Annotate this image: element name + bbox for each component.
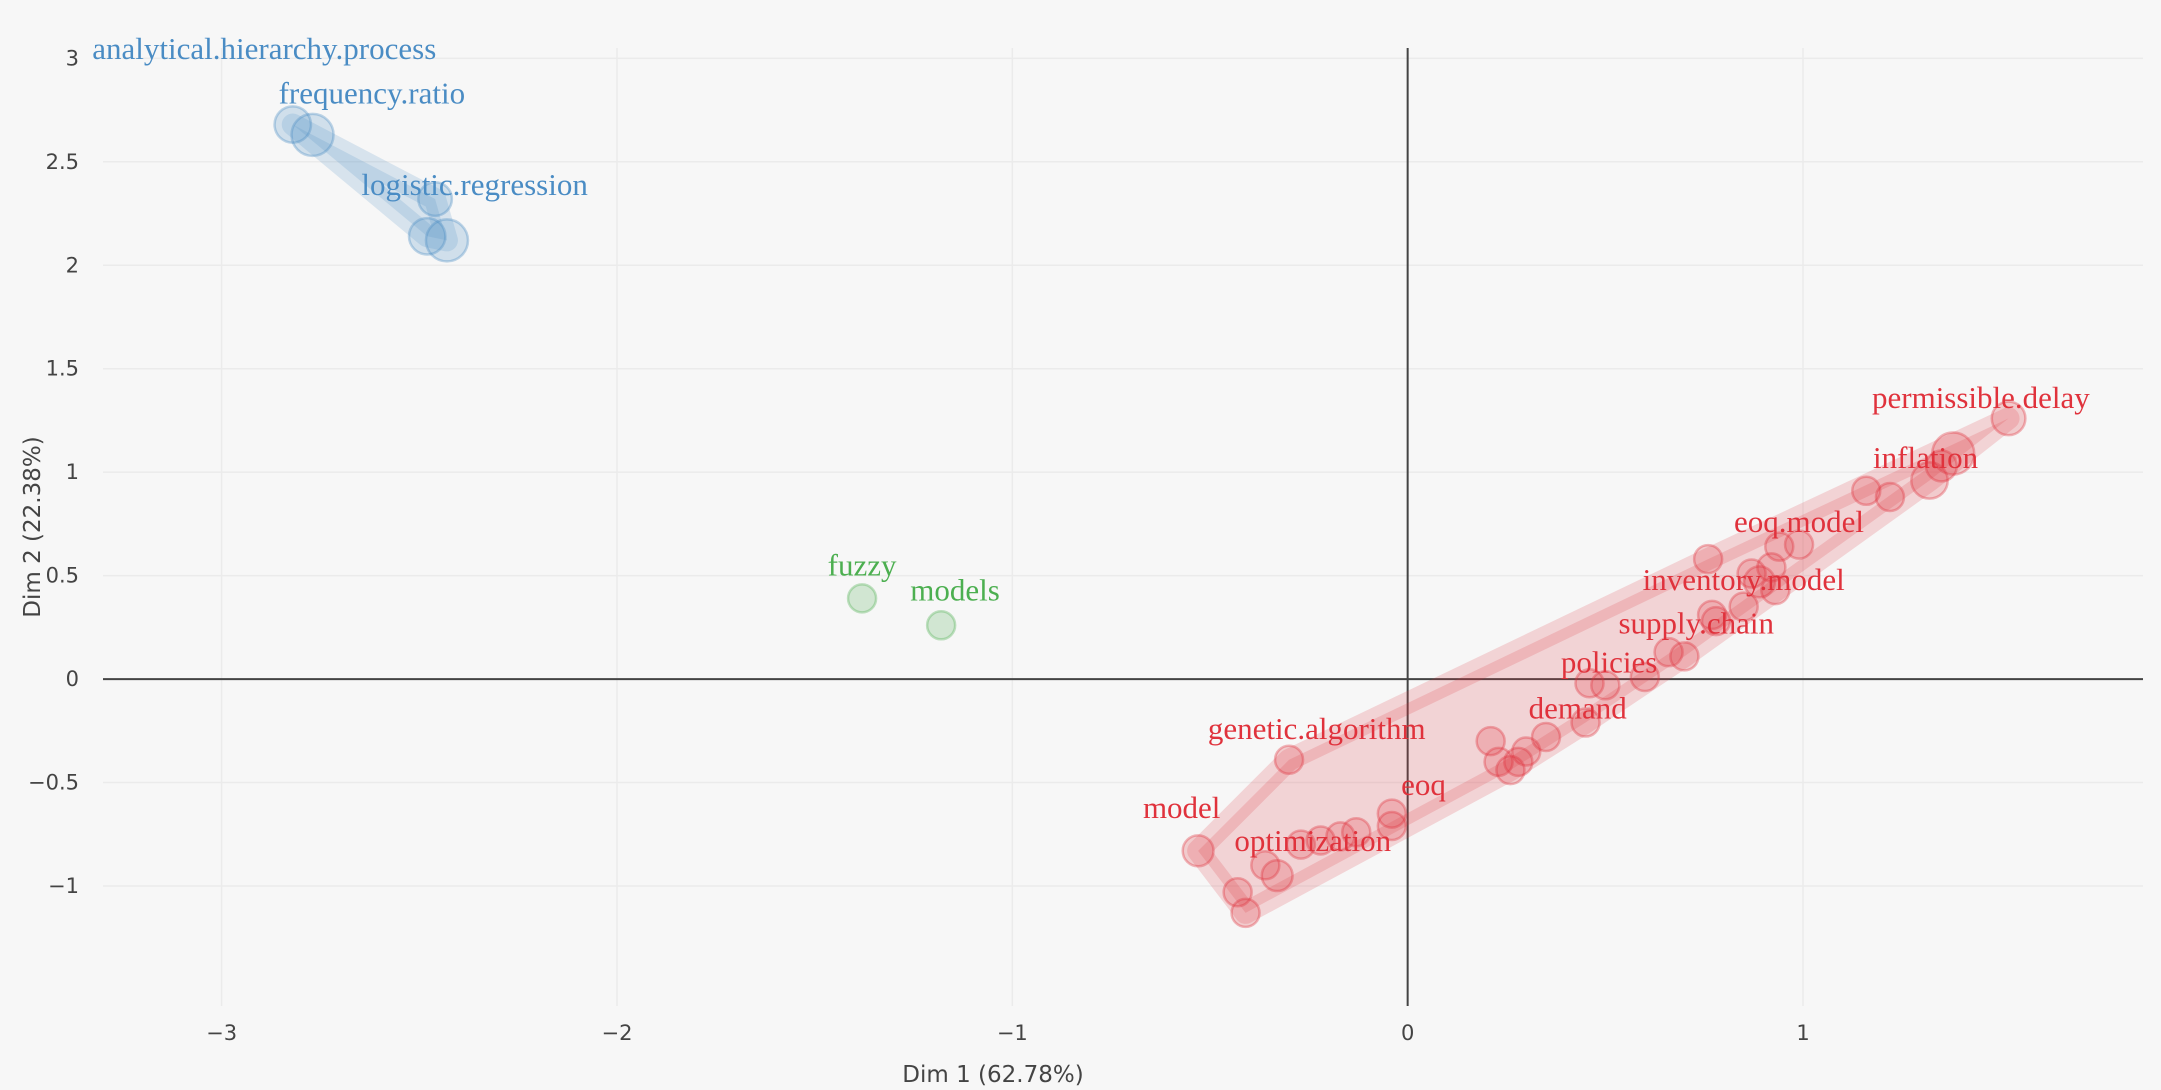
point-label: models [910, 572, 1000, 607]
y-tick-label: −0.5 [28, 771, 79, 795]
cluster-red-point[interactable] [1760, 574, 1791, 606]
cluster-blue-hull [281, 113, 458, 252]
zero-axes [103, 48, 2143, 1006]
cluster-red-point[interactable] [1341, 816, 1372, 848]
y-axis-title: Dim 2 (22.38%) [20, 436, 46, 617]
cluster-red-point[interactable] [1874, 481, 1906, 513]
cluster-red-point[interactable] [1511, 736, 1542, 767]
x-axis-title: Dim 1 (62.78%) [902, 1062, 1083, 1088]
point-label: eoq [1401, 767, 1446, 802]
y-tick-label: 1.5 [46, 357, 79, 381]
x-tick-label: −2 [601, 1021, 632, 1045]
cluster-red-point[interactable] [1783, 529, 1815, 560]
y-tick-label: 2.5 [46, 150, 79, 174]
cluster-red-point[interactable] [1181, 834, 1215, 868]
cluster-red-point[interactable] [1483, 746, 1514, 778]
cluster-blue-point[interactable] [417, 180, 454, 218]
point-label: fuzzy [828, 548, 897, 583]
cluster-red-point[interactable] [1742, 565, 1777, 599]
cluster-red-point[interactable] [1924, 449, 1959, 483]
cluster-red-point[interactable] [1325, 821, 1356, 852]
cluster-red-point[interactable] [1696, 599, 1728, 631]
cluster-red-point[interactable] [1305, 825, 1336, 856]
cluster-red-hull [1187, 407, 2020, 924]
cluster-red-point[interactable] [1376, 798, 1408, 829]
x-tick-label: −3 [206, 1021, 237, 1045]
cluster-red-point[interactable] [1910, 460, 1949, 500]
point-label: optimization [1234, 823, 1391, 858]
point-label: inflation [1873, 440, 1979, 475]
cluster-red-point[interactable] [1590, 670, 1621, 701]
cluster-red-point[interactable] [1990, 400, 2027, 437]
y-tick-label: 2 [66, 253, 79, 277]
y-tick-label: 3 [66, 46, 79, 70]
cluster-red-point[interactable] [1728, 591, 1759, 622]
cluster-hulls [281, 113, 2020, 924]
cluster-red-point[interactable] [1530, 721, 1562, 753]
point-label: policies [1561, 645, 1657, 680]
cluster-red-point[interactable] [1653, 636, 1684, 668]
cluster-red-point[interactable] [1700, 605, 1732, 637]
x-tick-label: −1 [997, 1021, 1028, 1045]
cluster-red-point[interactable] [1570, 707, 1601, 738]
cluster-red-point[interactable] [1851, 475, 1882, 507]
cluster-red-point[interactable] [1475, 725, 1506, 757]
point-label: demand [1529, 690, 1628, 725]
x-axis-ticks: −3 −2 −1 0 1 [206, 1021, 1810, 1045]
cluster-green-point[interactable] [846, 583, 878, 614]
data-points [273, 105, 2027, 929]
cluster-blue-point[interactable] [273, 105, 313, 145]
y-tick-label: 0.5 [46, 564, 79, 588]
point-label: eoq.model [1734, 504, 1864, 539]
cluster-blue-point[interactable] [290, 112, 335, 158]
cluster-red-point[interactable] [1764, 531, 1795, 562]
point-label: supply.chain [1618, 606, 1774, 641]
point-label: genetic.algorithm [1208, 711, 1426, 746]
cluster-red-point[interactable] [1574, 667, 1605, 699]
cluster-red-point[interactable] [1930, 431, 1976, 476]
cluster-red-point[interactable] [1285, 829, 1317, 860]
cluster-red-point[interactable] [1669, 641, 1700, 672]
gridlines [103, 48, 2143, 1006]
cluster-red-point[interactable] [1376, 810, 1408, 842]
point-label: analytical.hierarchy.process [92, 31, 436, 66]
cluster-red-point[interactable] [1692, 543, 1724, 575]
cluster-blue-point[interactable] [407, 216, 447, 256]
y-tick-label: 1 [66, 460, 79, 484]
cluster-red-point[interactable] [1250, 850, 1281, 881]
cluster-green-point[interactable] [925, 610, 957, 641]
point-label: model [1143, 790, 1221, 825]
point-label: inventory.model [1643, 562, 1845, 597]
cluster-red-point[interactable] [1273, 744, 1305, 776]
cluster-red-point[interactable] [1230, 897, 1261, 929]
cluster-red-point[interactable] [1736, 558, 1767, 589]
point-label: permissible.delay [1872, 380, 2090, 415]
cluster-red-point[interactable] [1503, 746, 1534, 778]
y-tick-label: 0 [66, 667, 79, 691]
y-tick-label: −1 [48, 874, 79, 898]
y-axis-ticks: −1 −0.5 0 0.5 1 1.5 2 2.5 3 [28, 46, 79, 898]
cluster-red-point[interactable] [1629, 661, 1661, 693]
point-label: frequency.ratio [279, 75, 465, 110]
point-labels: analytical.hierarchy.process frequency.ra… [92, 31, 2090, 858]
cluster-red-point[interactable] [1756, 552, 1787, 583]
cluster-red-point[interactable] [1222, 876, 1253, 908]
x-tick-label: 1 [1796, 1021, 1809, 1045]
point-label: logistic.regression [361, 167, 588, 202]
cluster-blue-point[interactable] [424, 218, 470, 263]
cluster-red-point[interactable] [1495, 754, 1526, 786]
cluster-red-point[interactable] [1260, 858, 1294, 893]
x-tick-label: 0 [1401, 1021, 1414, 1045]
